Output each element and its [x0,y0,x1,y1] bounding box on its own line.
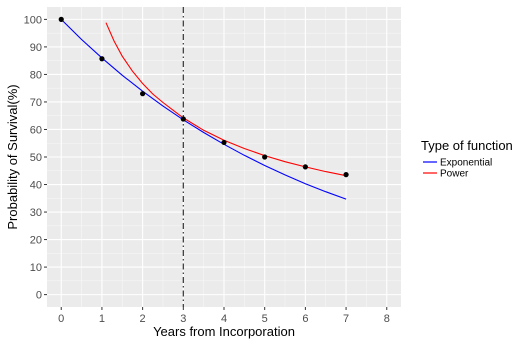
y-tick-label: 60 [30,124,42,136]
data-point [58,16,64,22]
data-point [343,172,349,178]
x-tick-label: 6 [302,313,308,325]
series-line-exponential [60,19,347,200]
y-axis-title: Probability of Survival(%) [5,84,20,229]
data-point [262,154,268,160]
x-tick-label: 3 [180,313,186,325]
x-tick-label: 8 [384,313,390,325]
data-point [99,56,105,62]
x-tick-label: 1 [99,313,105,325]
x-tick-label: 4 [221,313,227,325]
x-axis-title: Years from Incorporation [153,324,295,339]
points-layer [58,16,349,178]
legend-title: Type of function [421,138,513,153]
data-point [140,91,146,97]
legend-label-exponential: Exponential [440,158,492,169]
y-tick-label: 0 [36,290,42,302]
data-point [180,116,186,122]
y-tick-label: 100 [24,14,42,26]
data-point [302,164,308,170]
y-tick-label: 30 [30,207,42,219]
data-point [221,139,227,146]
y-tick-label: 20 [30,235,42,247]
x-tick-label: 0 [58,313,64,325]
x-tick-label: 5 [262,313,268,325]
x-tick-label: 7 [343,313,349,325]
x-tick-label: 2 [140,313,146,325]
y-tick-label: 50 [30,152,42,164]
legend-label-power: Power [440,169,469,180]
y-tick-label: 10 [30,262,42,274]
y-tick-label: 90 [30,42,42,54]
y-tick-label: 40 [30,180,42,192]
y-tick-label: 80 [30,69,42,81]
y-tick-label: 70 [30,97,42,109]
